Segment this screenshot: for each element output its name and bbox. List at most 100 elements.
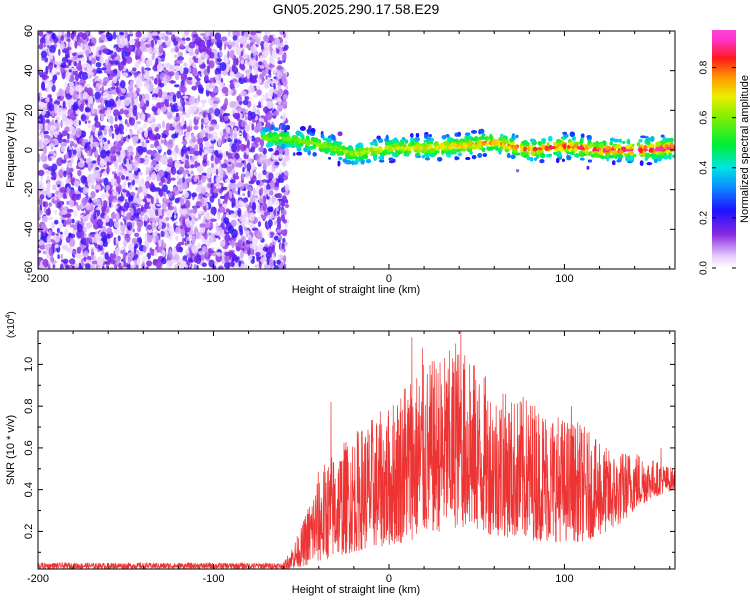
noise-cell xyxy=(38,153,41,163)
noise-cell xyxy=(284,204,290,208)
noise-cell xyxy=(276,216,281,225)
noise-cell xyxy=(45,170,52,175)
noise-cell xyxy=(208,250,215,254)
noise-cell xyxy=(217,137,222,147)
noise-cell xyxy=(248,212,255,222)
noise-cell xyxy=(76,224,83,233)
noise-cell xyxy=(282,73,287,79)
noise-cell xyxy=(120,149,126,159)
noise-cell xyxy=(240,59,245,65)
noise-cell xyxy=(250,31,257,36)
noise-cell xyxy=(189,119,192,128)
noise-cell xyxy=(87,87,93,96)
noise-cell xyxy=(80,113,87,122)
noise-cell xyxy=(221,163,228,169)
noise-cell xyxy=(269,231,275,236)
noise-cell xyxy=(54,244,59,249)
noise-cell xyxy=(145,139,150,144)
chart-title: GN05.2025.290.17.58.E29 xyxy=(273,1,440,17)
noise-cell xyxy=(174,160,181,169)
noise-cell xyxy=(108,195,114,203)
noise-cell xyxy=(218,206,226,213)
noise-cell xyxy=(42,201,46,208)
noise-cell xyxy=(156,74,160,79)
noise-cell xyxy=(51,111,55,117)
noise-cell xyxy=(94,76,99,79)
noise-cell xyxy=(187,76,193,81)
noise-cell xyxy=(132,67,137,72)
noise-cell xyxy=(125,254,129,264)
noise-cell xyxy=(57,192,62,200)
noise-cell xyxy=(46,175,50,181)
noise-cell xyxy=(66,38,71,42)
noise-cell xyxy=(160,139,165,144)
noise-cell xyxy=(120,221,123,226)
noise-cell xyxy=(87,120,91,124)
noise-cell xyxy=(61,56,69,63)
noise-cell xyxy=(263,40,269,49)
noise-cell xyxy=(255,37,261,45)
noise-cell xyxy=(97,204,102,211)
noise-cell xyxy=(85,237,89,246)
noise-cell xyxy=(48,52,55,56)
noise-cell xyxy=(143,122,148,128)
noise-cell xyxy=(84,161,87,167)
noise-cell xyxy=(221,135,225,144)
noise-cell xyxy=(177,246,184,252)
noise-cell xyxy=(57,254,60,260)
noise-cell xyxy=(170,31,177,34)
noise-cell xyxy=(162,120,165,129)
noise-cell xyxy=(240,90,247,97)
noise-cell xyxy=(196,134,201,139)
noise-cell xyxy=(268,64,275,68)
noise-cell xyxy=(210,155,214,162)
noise-cell xyxy=(98,49,102,56)
noise-cell xyxy=(97,156,100,163)
noise-cell xyxy=(38,31,44,37)
noise-cell xyxy=(266,183,271,191)
noise-cell xyxy=(98,39,105,44)
noise-cell xyxy=(267,219,273,227)
noise-cell xyxy=(121,211,125,216)
noise-cell xyxy=(69,199,75,208)
noise-cell xyxy=(241,216,248,225)
noise-cell xyxy=(164,231,169,238)
noise-cell xyxy=(205,82,212,92)
noise-cell xyxy=(88,162,92,172)
noise-cell xyxy=(257,206,261,214)
noise-cell xyxy=(56,227,61,233)
noise-cell xyxy=(66,119,74,127)
noise-cell xyxy=(256,89,262,96)
noise-cell xyxy=(211,162,214,169)
noise-cell xyxy=(224,97,229,108)
noise-cell xyxy=(119,108,124,115)
noise-cell xyxy=(210,121,216,125)
noise-cell xyxy=(264,220,268,229)
noise-cell xyxy=(220,36,228,42)
noise-cell xyxy=(146,113,151,118)
noise-cell xyxy=(52,184,57,191)
noise-cell xyxy=(58,48,61,56)
noise-cell xyxy=(257,256,261,260)
noise-cell xyxy=(66,186,70,194)
noise-cell xyxy=(39,180,44,190)
noise-cell xyxy=(42,71,48,78)
noise-cell xyxy=(181,116,185,123)
noise-cell xyxy=(135,31,142,38)
noise-cell xyxy=(185,131,191,138)
noise-cell xyxy=(74,140,77,144)
noise-cell xyxy=(251,201,257,212)
noise-cell xyxy=(264,80,269,89)
noise-cell xyxy=(151,54,155,61)
noise-cell xyxy=(191,218,196,227)
noise-cell xyxy=(148,133,156,141)
noise-cell xyxy=(281,99,288,108)
noise-cell xyxy=(273,96,279,101)
noise-cell xyxy=(173,205,177,215)
noise-cell xyxy=(97,256,104,266)
noise-cell xyxy=(129,80,134,89)
noise-cell xyxy=(68,238,76,248)
noise-cell xyxy=(251,123,255,131)
noise-cell xyxy=(117,235,121,242)
